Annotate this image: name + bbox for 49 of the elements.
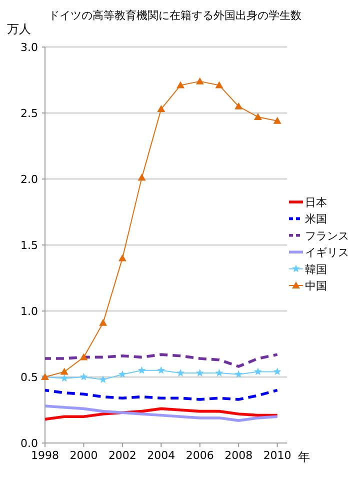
point	[118, 254, 126, 262]
point	[99, 375, 108, 384]
y-axis-title: 万人	[7, 22, 31, 36]
x-axis-title: 年	[298, 450, 310, 464]
y-tick-label: 2.0	[20, 173, 38, 186]
legend-label: イギリス	[305, 246, 349, 260]
point	[60, 374, 68, 382]
point	[80, 353, 88, 360]
point	[176, 368, 185, 376]
y-tick-label: 0.0	[20, 437, 38, 450]
line-series	[44, 353, 279, 368]
y-tick-label: 1.5	[20, 239, 38, 252]
point	[196, 77, 204, 84]
point	[138, 174, 146, 181]
point	[138, 366, 146, 374]
point	[273, 368, 282, 376]
point	[157, 366, 166, 374]
x-tick-label: 1998	[31, 449, 59, 462]
chart-title: ドイツの高等教育機関に在籍する外国出身の学生数	[48, 9, 302, 22]
point	[80, 372, 88, 380]
x-tick-label: 2010	[263, 449, 292, 462]
legend-label: フランス	[305, 229, 349, 242]
x-tick-label: 2002	[108, 449, 136, 462]
point	[254, 368, 262, 376]
x-tick-label: 2004	[147, 449, 176, 462]
legend-label: 韓国	[305, 262, 327, 276]
y-tick-label: 2.5	[20, 107, 38, 120]
legend-label: 中国	[305, 280, 327, 292]
point	[234, 370, 243, 378]
x-tick-label: 2000	[70, 449, 98, 462]
y-tick-label: 3.0	[20, 41, 38, 54]
line-series	[44, 388, 279, 401]
legend-label: 日本	[305, 196, 327, 209]
point	[254, 112, 262, 120]
point	[273, 116, 282, 124]
x-tick-label: 2006	[186, 449, 214, 462]
point	[196, 368, 204, 376]
y-tick-label: 1.0	[20, 305, 38, 318]
point	[234, 102, 243, 110]
point	[60, 368, 68, 375]
legend-label: 米国	[305, 212, 327, 226]
point	[118, 370, 126, 378]
x-tick-label: 2008	[224, 449, 253, 462]
point	[215, 368, 224, 376]
point	[157, 105, 166, 112]
point	[215, 81, 224, 88]
y-tick-label: 0.5	[20, 371, 38, 384]
point	[176, 81, 185, 88]
point	[99, 318, 108, 326]
